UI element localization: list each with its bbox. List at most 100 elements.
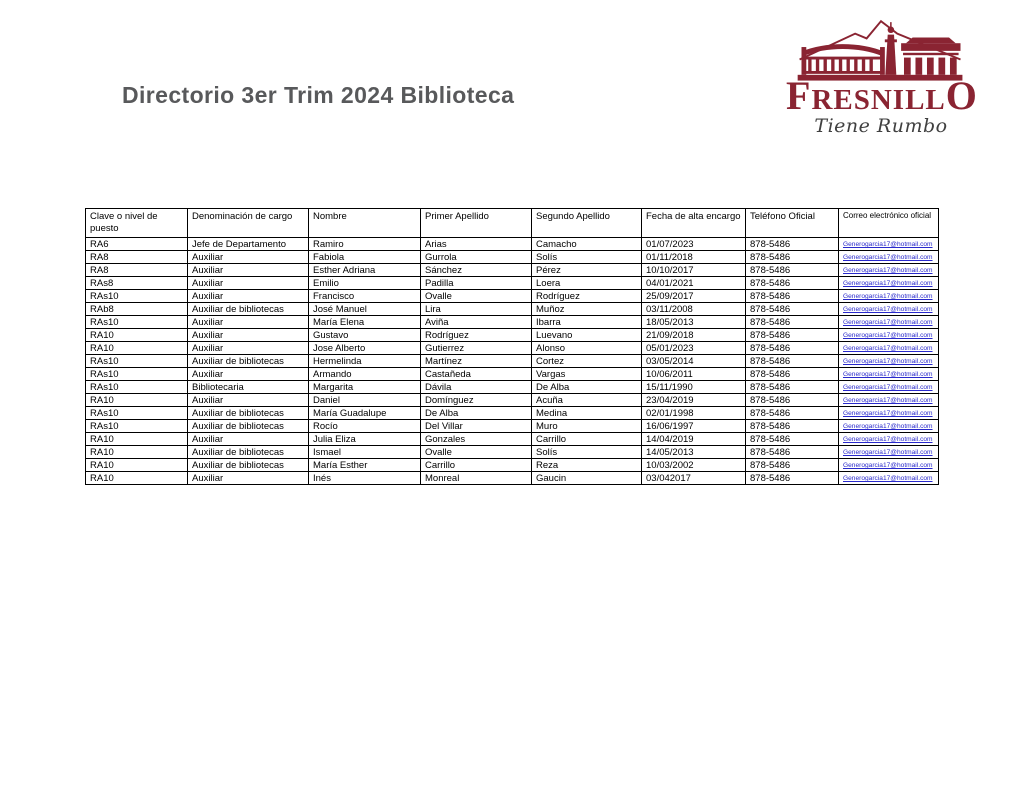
- cell-fecha: 14/05/2013: [641, 445, 746, 459]
- table-row: RAs10 Auxiliar de bibliotecas Rocío Del Vil…: [85, 419, 939, 433]
- cell-fecha: 15/11/1990: [641, 380, 746, 394]
- cell-telefono: 878-5486: [745, 354, 839, 368]
- cell-clave: RA8: [85, 250, 188, 264]
- cell-fecha: 25/09/2017: [641, 289, 746, 303]
- fresnillo-logo: FRESNILLO Tiene Rumbo: [786, 14, 977, 136]
- cell-telefono: 878-5486: [745, 289, 839, 303]
- cell-segundo_apellido: Reza: [531, 458, 642, 472]
- cell-cargo: Auxiliar de bibliotecas: [187, 354, 309, 368]
- email-link[interactable]: Generogarcia17@hotmail.com: [843, 371, 933, 378]
- cell-primer_apellido: Dávila: [420, 380, 532, 394]
- cell-primer_apellido: Carrillo: [420, 458, 532, 472]
- cell-clave: RA10: [85, 328, 188, 342]
- email-link[interactable]: Generogarcia17@hotmail.com: [843, 410, 933, 417]
- email-link[interactable]: Generogarcia17@hotmail.com: [843, 306, 933, 313]
- email-link[interactable]: Generogarcia17@hotmail.com: [843, 423, 933, 430]
- cell-nombre: Margarita: [308, 380, 421, 394]
- cell-correo: Generogarcia17@hotmail.com: [838, 263, 939, 277]
- page-title: Directorio 3er Trim 2024 Biblioteca: [122, 82, 515, 108]
- table-row: RA10 Auxiliar Daniel Domínguez Acuña 23/04/20…: [85, 393, 939, 407]
- column-header-segundo-apellido: Segundo Apellido: [531, 208, 642, 238]
- email-link[interactable]: Generogarcia17@hotmail.com: [843, 397, 933, 404]
- email-link[interactable]: Generogarcia17@hotmail.com: [843, 280, 933, 287]
- cell-telefono: 878-5486: [745, 432, 839, 446]
- table-body: RA6 Jefe de Departamento Ramiro Arias Camach…: [85, 237, 939, 485]
- cell-telefono: 878-5486: [745, 445, 839, 459]
- cell-nombre: María Guadalupe: [308, 406, 421, 420]
- cell-nombre: María Esther: [308, 458, 421, 472]
- table-row: RA10 Auxiliar de bibliotecas María Esther C…: [85, 458, 939, 472]
- cell-telefono: 878-5486: [745, 471, 839, 485]
- cell-cargo: Jefe de Departamento: [187, 237, 309, 251]
- cell-segundo_apellido: Ibarra: [531, 315, 642, 329]
- email-link[interactable]: Generogarcia17@hotmail.com: [843, 293, 933, 300]
- cell-correo: Generogarcia17@hotmail.com: [838, 445, 939, 459]
- cell-primer_apellido: Aviña: [420, 315, 532, 329]
- email-link[interactable]: Generogarcia17@hotmail.com: [843, 436, 933, 443]
- cell-correo: Generogarcia17@hotmail.com: [838, 341, 939, 355]
- cell-primer_apellido: De Alba: [420, 406, 532, 420]
- cell-cargo: Auxiliar: [187, 328, 309, 342]
- cell-fecha: 10/06/2011: [641, 367, 746, 381]
- cell-segundo_apellido: Vargas: [531, 367, 642, 381]
- cell-primer_apellido: Ovalle: [420, 289, 532, 303]
- directory-table-container: Clave o nivel de puesto Denominación de …: [85, 208, 939, 485]
- email-link[interactable]: Generogarcia17@hotmail.com: [843, 462, 933, 469]
- cell-primer_apellido: Gonzales: [420, 432, 532, 446]
- table-row: RA8 Auxiliar Esther Adriana Sánchez Pérez 10/…: [85, 263, 939, 277]
- email-link[interactable]: Generogarcia17@hotmail.com: [843, 241, 933, 248]
- cell-segundo_apellido: Acuña: [531, 393, 642, 407]
- cell-telefono: 878-5486: [745, 315, 839, 329]
- cell-primer_apellido: Gutierrez: [420, 341, 532, 355]
- column-header-primer-apellido: Primer Apellido: [420, 208, 532, 238]
- cell-clave: RAs10: [85, 406, 188, 420]
- email-link[interactable]: Generogarcia17@hotmail.com: [843, 475, 933, 482]
- cell-clave: RAs10: [85, 380, 188, 394]
- cell-correo: Generogarcia17@hotmail.com: [838, 328, 939, 342]
- cell-cargo: Bibliotecaria: [187, 380, 309, 394]
- cell-cargo: Auxiliar: [187, 276, 309, 290]
- cell-nombre: José Manuel: [308, 302, 421, 316]
- email-link[interactable]: Generogarcia17@hotmail.com: [843, 449, 933, 456]
- cell-cargo: Auxiliar: [187, 250, 309, 264]
- cell-cargo: Auxiliar: [187, 367, 309, 381]
- table-row: RAs10 Bibliotecaria Margarita Dávila De Alba…: [85, 380, 939, 394]
- cell-segundo_apellido: Rodríguez: [531, 289, 642, 303]
- cell-fecha: 03/11/2008: [641, 302, 746, 316]
- cell-nombre: Ramiro: [308, 237, 421, 251]
- table-row: RA10 Auxiliar Jose Alberto Gutierrez Alonso 0…: [85, 341, 939, 355]
- cell-nombre: Emilio: [308, 276, 421, 290]
- column-header-cargo: Denominación de cargo: [187, 208, 309, 238]
- cell-clave: RA10: [85, 445, 188, 459]
- email-link[interactable]: Generogarcia17@hotmail.com: [843, 254, 933, 261]
- table-row: RAs10 Auxiliar Armando Castañeda Vargas 10/06…: [85, 367, 939, 381]
- cell-segundo_apellido: Gaucin: [531, 471, 642, 485]
- cell-segundo_apellido: Carrillo: [531, 432, 642, 446]
- cell-nombre: Julia Eliza: [308, 432, 421, 446]
- cell-primer_apellido: Domínguez: [420, 393, 532, 407]
- cell-fecha: 02/01/1998: [641, 406, 746, 420]
- cell-nombre: María Elena: [308, 315, 421, 329]
- column-header-nombre: Nombre: [308, 208, 421, 238]
- cell-correo: Generogarcia17@hotmail.com: [838, 315, 939, 329]
- email-link[interactable]: Generogarcia17@hotmail.com: [843, 384, 933, 391]
- email-link[interactable]: Generogarcia17@hotmail.com: [843, 358, 933, 365]
- cell-primer_apellido: Martínez: [420, 354, 532, 368]
- cell-cargo: Auxiliar de bibliotecas: [187, 302, 309, 316]
- cell-fecha: 10/10/2017: [641, 263, 746, 277]
- email-link[interactable]: Generogarcia17@hotmail.com: [843, 345, 933, 352]
- cell-correo: Generogarcia17@hotmail.com: [838, 237, 939, 251]
- table-row: RAs10 Auxiliar de bibliotecas María Guadal…: [85, 406, 939, 420]
- cell-fecha: 03/042017: [641, 471, 746, 485]
- email-link[interactable]: Generogarcia17@hotmail.com: [843, 332, 933, 339]
- cell-correo: Generogarcia17@hotmail.com: [838, 276, 939, 290]
- cell-fecha: 03/05/2014: [641, 354, 746, 368]
- cell-telefono: 878-5486: [745, 302, 839, 316]
- table-row: RAs10 Auxiliar Francisco Ovalle Rodríguez 25/…: [85, 289, 939, 303]
- table-row: RA10 Auxiliar Julia Eliza Gonzales Carrillo 1…: [85, 432, 939, 446]
- email-link[interactable]: Generogarcia17@hotmail.com: [843, 319, 933, 326]
- cell-primer_apellido: Lira: [420, 302, 532, 316]
- cell-segundo_apellido: Loera: [531, 276, 642, 290]
- email-link[interactable]: Generogarcia17@hotmail.com: [843, 267, 933, 274]
- table-row: RAs10 Auxiliar de bibliotecas Hermelinda Ma…: [85, 354, 939, 368]
